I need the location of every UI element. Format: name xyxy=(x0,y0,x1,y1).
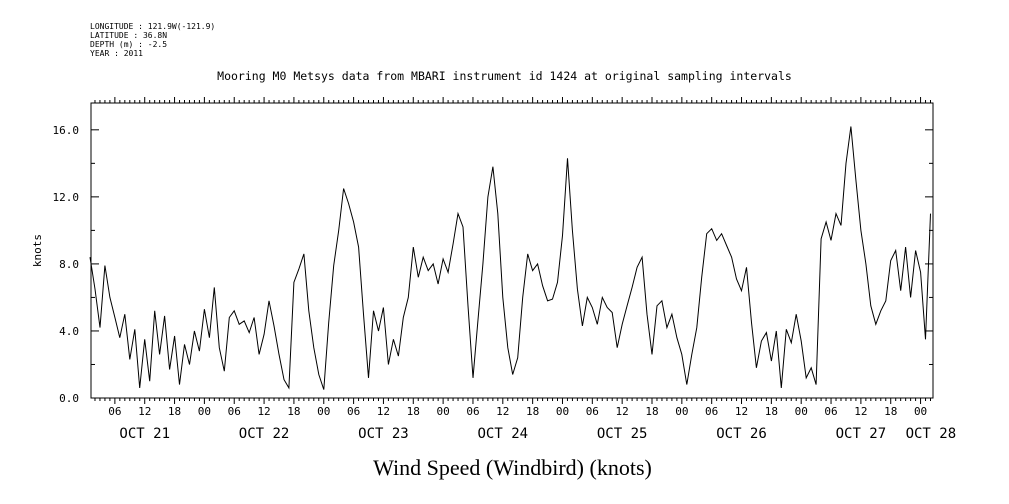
wind-speed-series-line xyxy=(89,126,931,390)
x-hour-tick-label: 12 xyxy=(257,405,270,418)
depth-text: DEPTH (m) : -2.5 xyxy=(90,40,168,49)
x-hour-tick-label: 18 xyxy=(765,405,778,418)
x-hour-tick-label: 06 xyxy=(705,405,718,418)
y-tick-label: 8.0 xyxy=(59,258,79,271)
longitude-text: LONGITUDE : 121.9W(-121.9) xyxy=(90,22,216,31)
y-axis-label: knots xyxy=(31,234,44,267)
x-hour-tick-label: 00 xyxy=(317,405,330,418)
x-day-label: OCT 27 xyxy=(836,426,887,442)
x-hour-tick-label: 12 xyxy=(854,405,867,418)
x-hour-tick-label: 18 xyxy=(526,405,539,418)
chart-title: Mooring M0 Metsys data from MBARI instru… xyxy=(217,69,792,83)
y-tick-label: 4.0 xyxy=(59,325,79,338)
x-hour-tick-label: 00 xyxy=(795,405,808,418)
x-day-label: OCT 26 xyxy=(716,426,767,442)
x-hour-tick-label: 06 xyxy=(466,405,479,418)
x-hour-tick-label: 00 xyxy=(556,405,569,418)
plot-frame xyxy=(90,102,934,399)
station-metadata: LONGITUDE : 121.9W(-121.9) LATITUDE : 36… xyxy=(90,22,215,58)
x-hour-tick-label: 00 xyxy=(675,405,688,418)
x-hour-tick-label: 12 xyxy=(496,405,509,418)
x-hour-tick-label: 18 xyxy=(884,405,897,418)
x-hour-tick-label: 06 xyxy=(586,405,599,418)
x-hour-tick-label: 06 xyxy=(824,405,837,418)
x-day-label: OCT 25 xyxy=(597,426,648,442)
x-day-label: OCT 22 xyxy=(239,426,290,442)
x-hour-tick-label: 00 xyxy=(198,405,211,418)
x-hour-tick-label: 18 xyxy=(407,405,420,418)
chart-footer-title: Wind Speed (Windbird) (knots) xyxy=(373,455,652,480)
year-text: YEAR : 2011 xyxy=(90,49,143,58)
x-hour-tick-label: 00 xyxy=(914,405,927,418)
x-hour-tick-label: 12 xyxy=(735,405,748,418)
x-hour-tick-label: 18 xyxy=(287,405,300,418)
x-day-label: OCT 28 xyxy=(906,426,957,442)
x-hour-tick-label: 18 xyxy=(168,405,181,418)
y-tick-label: 12.0 xyxy=(53,191,80,204)
x-hour-tick-label: 12 xyxy=(616,405,629,418)
y-tick-label: 0.0 xyxy=(59,392,79,405)
x-hour-tick-label: 00 xyxy=(436,405,449,418)
x-day-label: OCT 21 xyxy=(119,426,170,442)
latitude-text: LATITUDE : 36.8N xyxy=(90,31,168,40)
x-hour-tick-label: 18 xyxy=(645,405,658,418)
x-hour-tick-label: 06 xyxy=(347,405,360,418)
x-hour-tick-label: 12 xyxy=(377,405,390,418)
y-tick-label: 16.0 xyxy=(53,124,80,137)
x-day-label: OCT 23 xyxy=(358,426,409,442)
x-hour-tick-label: 06 xyxy=(108,405,121,418)
x-hour-tick-label: 06 xyxy=(228,405,241,418)
x-hour-tick-label: 12 xyxy=(138,405,151,418)
x-day-label: OCT 24 xyxy=(478,426,529,442)
